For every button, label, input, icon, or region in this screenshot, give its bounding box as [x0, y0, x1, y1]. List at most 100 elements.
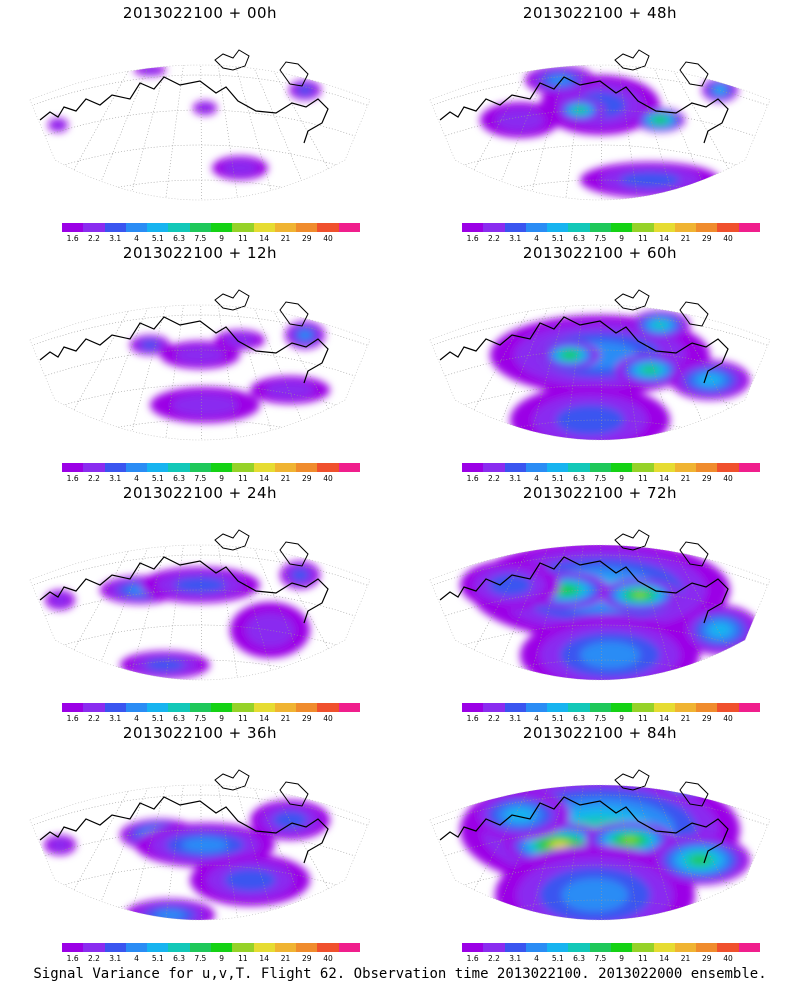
colorbar-labels: 1.6 2.2 3.1 4 5.1 6.3 7.5 9 11 14 21 29 40	[462, 954, 760, 964]
colorbar-swatch	[696, 703, 718, 712]
colorbar	[62, 943, 360, 952]
panel-title: 2013022100 + 00h	[122, 4, 278, 22]
colorbar-label: 7.5	[594, 474, 607, 483]
colorbar-swatch	[62, 943, 84, 952]
colorbar-swatch	[483, 943, 505, 952]
colorbar-label: 2.2	[487, 474, 500, 483]
forecast-map	[429, 49, 771, 201]
graticule	[30, 65, 370, 200]
colorbar-label: 4	[534, 714, 539, 723]
panel-title: 2013022100 + 60h	[522, 244, 678, 262]
domain-border	[429, 544, 771, 681]
colorbar-swatch	[504, 943, 526, 952]
colorbar-label: 2.2	[487, 714, 500, 723]
colorbar-swatch	[674, 943, 697, 952]
colorbar-swatch	[253, 463, 275, 472]
colorbar-swatch	[547, 703, 569, 712]
variance-contour	[690, 855, 710, 865]
colorbar-label: 11	[238, 474, 248, 483]
variance-contour	[655, 117, 665, 123]
colorbar-swatch	[738, 703, 760, 712]
colorbar-label: 11	[238, 954, 248, 963]
variance-contour	[197, 103, 213, 113]
colorbar-label: 3.1	[109, 714, 122, 723]
colorbar-swatch	[232, 463, 254, 472]
colorbar-swatch	[62, 703, 84, 712]
colorbar-swatch	[653, 223, 675, 232]
colorbar-label: 40	[723, 474, 733, 483]
colorbar-swatch	[210, 223, 233, 232]
coastline	[439, 316, 729, 384]
coastline	[39, 76, 329, 144]
colorbar-swatch	[632, 223, 654, 232]
colorbar-swatch	[189, 943, 211, 952]
colorbar-swatch	[738, 463, 760, 472]
variance-contour	[709, 623, 731, 637]
colorbar-swatch	[483, 223, 505, 232]
colorbar-label: 29	[702, 954, 712, 963]
colorbar-label: 5.1	[551, 714, 564, 723]
map-panel: 2013022100 + 00h 1.6 2.2 3.1 4 5.1 6.3 7.5 9 11 14…	[0, 0, 400, 245]
colorbar-swatch	[738, 223, 760, 232]
panel-title: 2013022100 + 72h	[522, 484, 678, 502]
colorbar-swatch	[125, 223, 148, 232]
colorbar-swatch	[189, 223, 211, 232]
colorbar-swatch	[189, 703, 211, 712]
colorbar-swatch	[338, 703, 360, 712]
colorbar-label: 11	[638, 234, 648, 243]
colorbar-label: 3.1	[109, 234, 122, 243]
colorbar-swatch	[568, 463, 590, 472]
colorbar-swatch	[274, 463, 297, 472]
colorbar-label: 2.2	[87, 234, 100, 243]
colorbar-labels: 1.6 2.2 3.1 4 5.1 6.3 7.5 9 11 14 21 29 40	[462, 714, 760, 724]
figure-caption: Signal Variance for u,v,T. Flight 62. Ob…	[33, 966, 767, 982]
colorbar-swatch	[696, 463, 718, 472]
colorbar-swatch	[738, 943, 760, 952]
colorbar-swatch	[632, 943, 654, 952]
colorbar-label: 21	[280, 714, 291, 723]
colorbar-label: 29	[302, 474, 312, 483]
colorbar-swatch	[483, 703, 505, 712]
colorbar-label: 3.1	[509, 954, 522, 963]
coastline	[39, 796, 329, 864]
colorbar-swatch	[317, 703, 339, 712]
variance-contour	[145, 659, 185, 671]
colorbar	[462, 223, 760, 232]
colorbar-label: 1.6	[466, 954, 479, 963]
colorbar-label: 6.3	[573, 714, 586, 723]
colorbar-label: 4	[134, 234, 139, 243]
colorbar-swatch	[147, 223, 169, 232]
colorbar-label: 6.3	[573, 954, 586, 963]
colorbar-swatch	[168, 223, 190, 232]
coastline	[214, 49, 309, 87]
colorbar-swatch	[296, 703, 318, 712]
coastline	[214, 289, 309, 327]
forecast-map	[29, 529, 371, 681]
coastline	[439, 76, 729, 144]
variance-contour	[715, 86, 725, 94]
colorbar-swatch	[104, 943, 126, 952]
colorbar-label: 14	[659, 714, 669, 723]
map-panel: 2013022100 + 12h 1.6 2.2 3.1 4 5.1 6.3 7.5 9 11 14…	[0, 240, 400, 485]
colorbar-label: 14	[659, 234, 669, 243]
variance-contour	[488, 574, 532, 596]
colorbar-label: 9	[619, 954, 625, 963]
colorbar-label: 9	[219, 234, 225, 243]
colorbar-swatch	[338, 223, 360, 232]
colorbar-swatch	[338, 463, 360, 472]
variance-contour	[633, 592, 647, 598]
colorbar-label: 3.1	[109, 474, 122, 483]
variance-contour	[564, 352, 576, 358]
colorbar-label: 2.2	[487, 954, 500, 963]
variance-contour	[155, 909, 185, 920]
colorbar-label: 14	[259, 714, 269, 723]
colorbar-swatch	[674, 703, 697, 712]
colorbar-swatch	[274, 223, 297, 232]
colorbar-label: 11	[638, 954, 648, 963]
colorbar-label: 40	[723, 954, 733, 963]
colorbar-label: 40	[323, 714, 333, 723]
colorbar-label: 4	[134, 954, 139, 963]
coastline	[614, 769, 709, 807]
colorbar-swatch	[504, 703, 526, 712]
colorbar-label: 40	[723, 234, 733, 243]
